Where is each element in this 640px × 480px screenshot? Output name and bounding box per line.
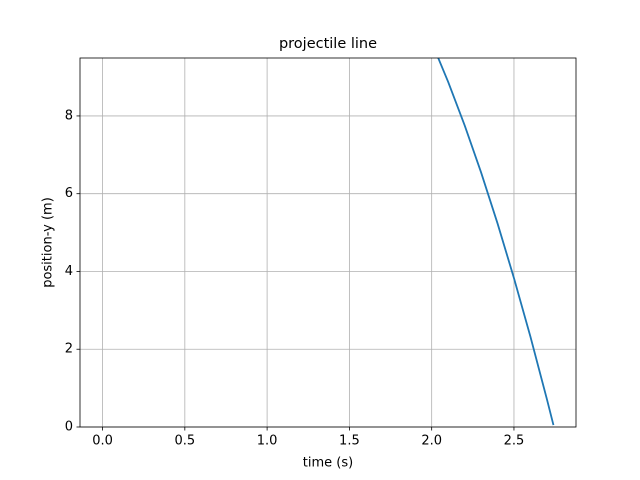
x-axis-label: time (s): [303, 456, 353, 471]
y-tick-label: 8: [65, 108, 73, 123]
y-tick-label: 4: [65, 264, 73, 279]
x-tick-label: 2.0: [421, 434, 442, 449]
y-axis-label: position-y (m): [41, 197, 56, 288]
data-line: [437, 58, 555, 426]
x-tick-label: 2.5: [504, 434, 525, 449]
x-tick-label: 0.0: [92, 434, 113, 449]
x-tick-label: 1.5: [339, 434, 360, 449]
y-tick-label: 0: [65, 420, 73, 435]
plot-frame: [79, 57, 577, 428]
y-tick-label: 6: [65, 186, 73, 201]
chart-title: projectile line: [279, 36, 377, 52]
y-tick-label: 2: [65, 342, 73, 357]
x-tick-label: 1.0: [257, 434, 278, 449]
x-tick-label: 0.5: [174, 434, 195, 449]
